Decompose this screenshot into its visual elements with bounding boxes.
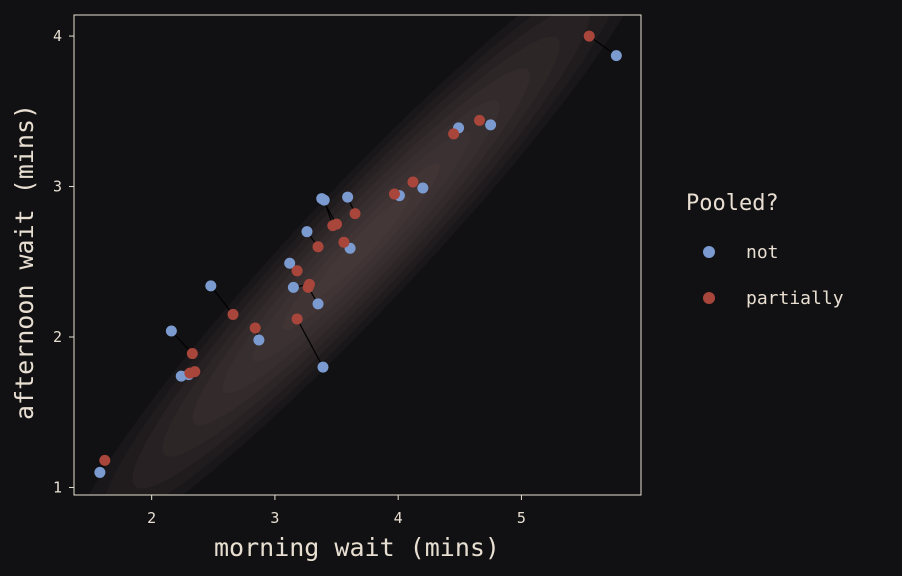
point-not — [417, 182, 429, 194]
point-partially — [249, 322, 261, 334]
point-not — [284, 257, 296, 269]
y-tick-label: 3 — [53, 178, 62, 196]
y-axis: 1 2 3 4 — [53, 27, 74, 496]
density-contours — [74, 15, 641, 495]
legend-label-partially: partially — [746, 288, 844, 309]
density-contour-level — [162, 36, 560, 457]
connector-segment — [296, 318, 324, 368]
point-partially — [327, 220, 339, 232]
point-partially — [583, 30, 595, 42]
point-partially — [291, 265, 303, 277]
y-tick-label: 4 — [53, 27, 62, 45]
y-axis-title: afternoon wait (mins) — [10, 104, 39, 420]
point-partially — [184, 367, 196, 379]
density-contour-level — [282, 163, 440, 331]
density-contour-level — [132, 15, 590, 489]
point-partially — [291, 313, 303, 325]
point-partially — [302, 281, 314, 293]
x-tick-label: 2 — [147, 509, 156, 527]
point-partially — [407, 176, 419, 188]
x-axis: 2 3 4 5 — [147, 495, 526, 527]
connector-segment — [588, 35, 617, 57]
point-not — [94, 466, 106, 478]
y-tick-label: 2 — [53, 328, 62, 346]
legend-key-partially — [703, 292, 715, 304]
legend: Pooled? not partially — [686, 191, 844, 309]
x-tick-label: 3 — [270, 509, 279, 527]
legend-key-not — [703, 246, 715, 258]
density-contour-level — [252, 131, 470, 362]
point-partially — [448, 128, 460, 140]
connector-segment — [210, 285, 234, 315]
point-not — [318, 194, 330, 206]
data-points — [94, 30, 622, 478]
density-contour-level — [192, 68, 530, 426]
point-partially — [338, 236, 350, 248]
point-partially — [186, 348, 198, 360]
point-partially — [227, 308, 239, 320]
plot-panel-border — [73, 14, 642, 496]
point-not — [205, 280, 217, 292]
point-not — [253, 334, 265, 346]
point-partially — [388, 188, 400, 200]
legend-label-not: not — [746, 242, 779, 263]
point-partially — [312, 241, 324, 253]
point-partially — [99, 454, 111, 466]
point-partially — [474, 114, 486, 126]
point-not — [342, 191, 354, 203]
point-not — [610, 50, 622, 62]
point-partially — [349, 208, 361, 220]
legend-title: Pooled? — [686, 191, 779, 216]
point-not — [317, 361, 329, 373]
x-tick-label: 5 — [517, 509, 526, 527]
density-contour-level — [312, 195, 410, 299]
point-not — [165, 325, 177, 337]
x-axis-title: morning wait (mins) — [214, 533, 500, 562]
point-not — [485, 119, 497, 131]
density-contour-level — [74, 15, 641, 495]
point-not — [175, 370, 187, 382]
point-not — [287, 281, 299, 293]
x-tick-label: 4 — [394, 509, 403, 527]
point-not — [301, 226, 313, 238]
y-tick-label: 1 — [53, 478, 62, 496]
density-contour-level — [102, 15, 620, 495]
point-not — [312, 298, 324, 310]
